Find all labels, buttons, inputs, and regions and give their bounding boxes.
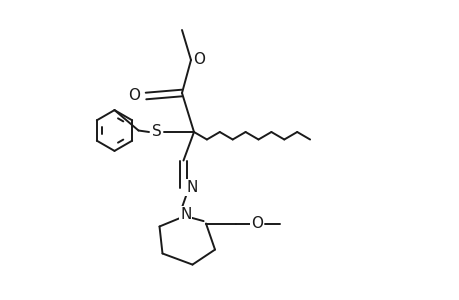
Text: O: O (251, 216, 263, 231)
Text: N: N (180, 207, 191, 222)
Text: O: O (193, 52, 205, 68)
Text: S: S (151, 124, 161, 140)
Text: O: O (129, 88, 140, 103)
Text: N: N (186, 180, 197, 195)
